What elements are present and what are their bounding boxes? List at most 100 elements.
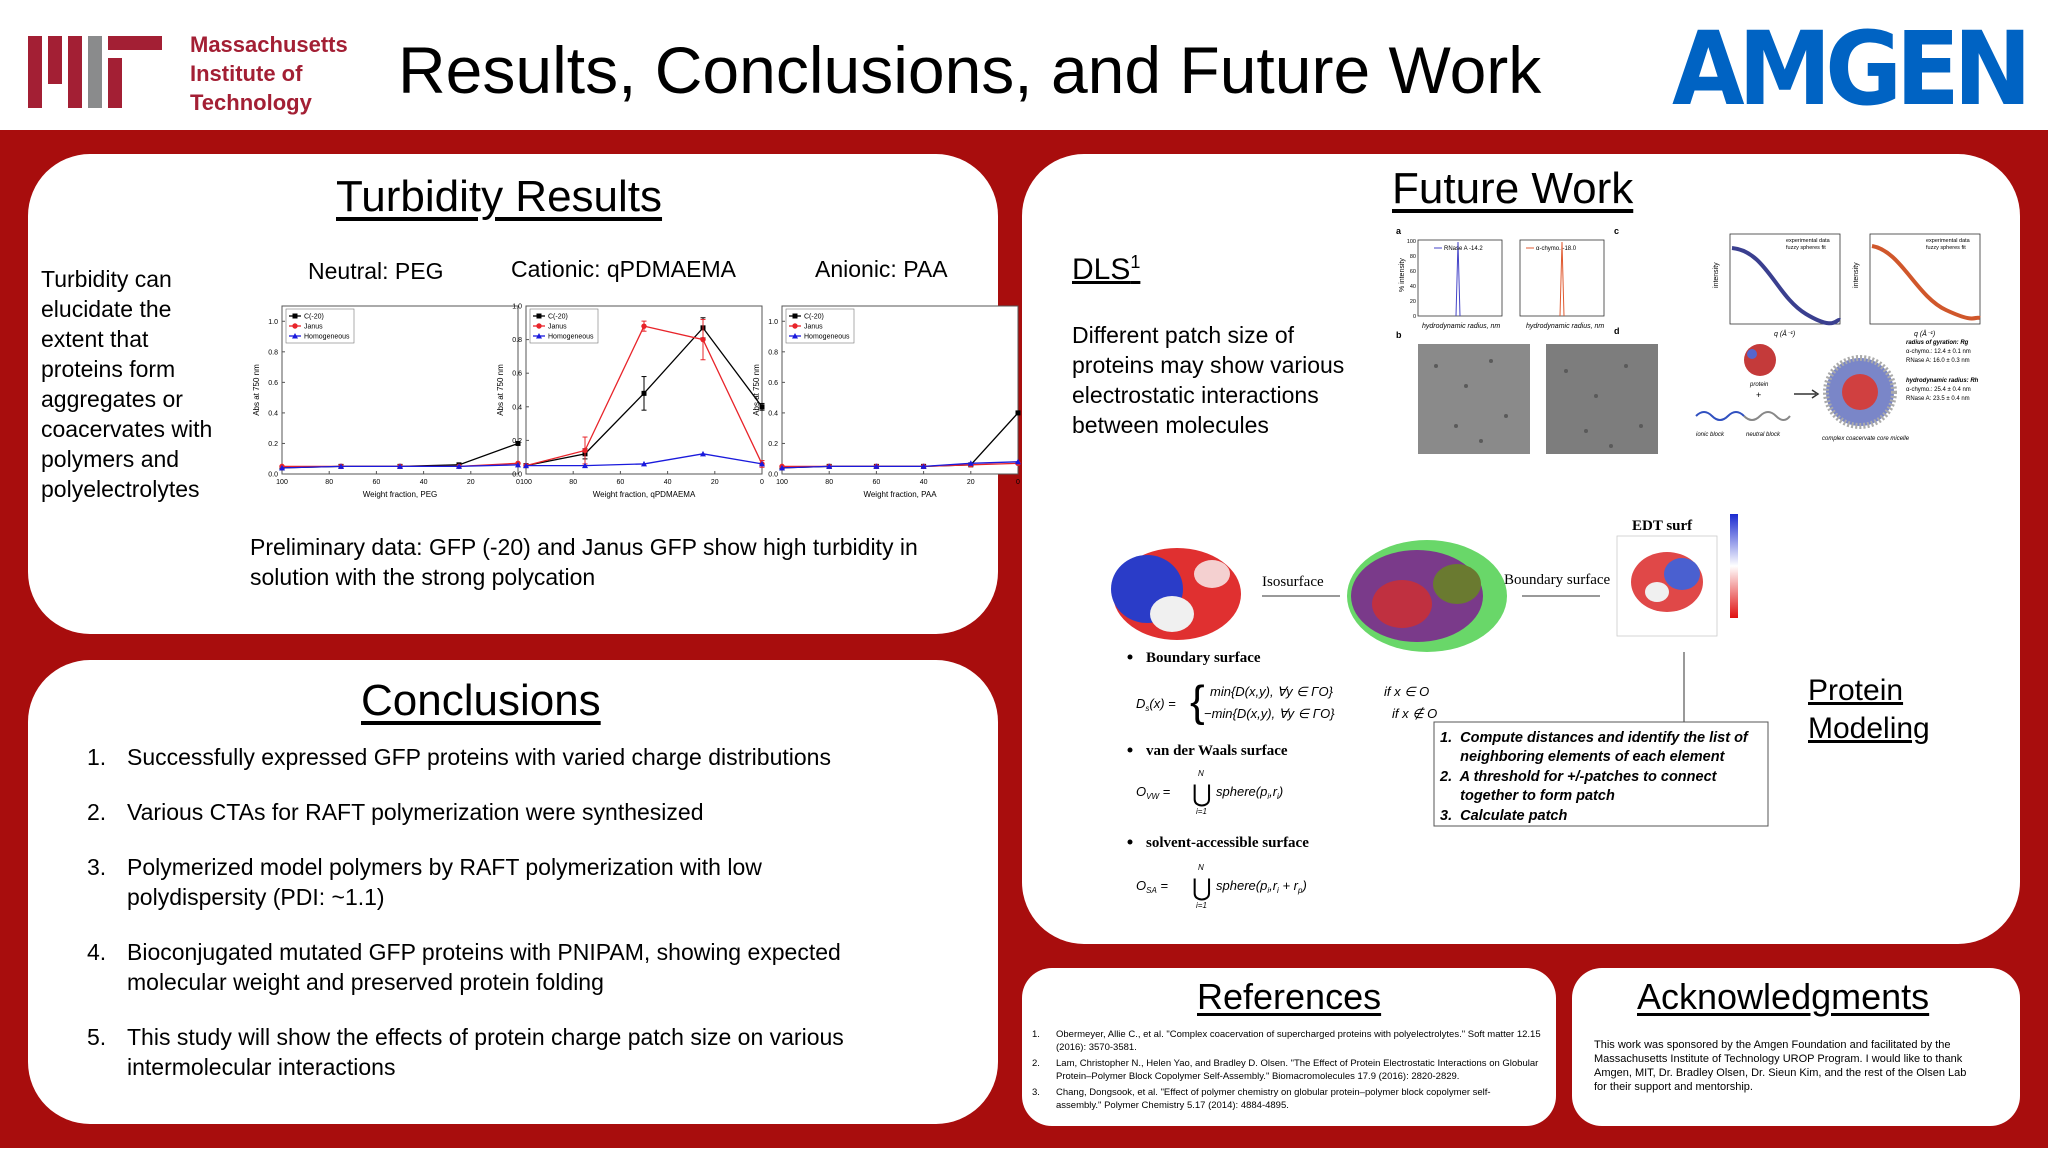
eq1-cond-top: if x ∈ O xyxy=(1384,684,1429,699)
x-tick-label: 20 xyxy=(967,479,975,486)
legend-label: Janus xyxy=(304,324,323,331)
tem-particles xyxy=(1434,359,1643,448)
x-tick-label: 20 xyxy=(711,479,719,486)
data-point xyxy=(779,464,785,471)
y-tick-label: 0.4 xyxy=(512,404,522,411)
conclusions-list: 1. Successfully expressed GFP proteins w… xyxy=(87,742,987,1107)
hist-yticks: 100 80 60 40 20 0 xyxy=(1407,239,1416,320)
legend-label: C(-20) xyxy=(804,314,824,321)
conclusion-number: 4. xyxy=(87,939,107,965)
conclusion-item: 1. Successfully expressed GFP proteins w… xyxy=(87,742,987,772)
hist-ytick: 80 xyxy=(1410,254,1416,260)
data-point xyxy=(536,323,542,329)
mit-logo xyxy=(28,36,162,108)
conclusion-item: 2. Various CTAs for RAFT polymerization … xyxy=(87,797,987,827)
modeling-step: 1. Compute distances and identify the li… xyxy=(1440,730,1750,746)
hist-xlabel: hydrodynamic radius, nm xyxy=(1422,323,1500,330)
saxs-plot-1: experimental data fuzzy spheres fit inte… xyxy=(1713,233,1841,338)
y-tick-label: 0.6 xyxy=(768,380,778,387)
y-axis-label: Abs at 750 nm xyxy=(252,364,261,416)
data-point xyxy=(523,462,529,469)
edt-surface-plot xyxy=(1616,514,1738,637)
hist-ytick: 100 xyxy=(1407,239,1416,245)
hist-ytick: 0 xyxy=(1413,314,1416,320)
hist-ytick: 20 xyxy=(1410,299,1416,305)
data-point xyxy=(873,463,880,469)
eq3-rhs: sphere(p xyxy=(1216,878,1267,893)
conclusions-panel: Conclusions 1. Successfully expressed GF… xyxy=(28,660,998,1124)
data-point xyxy=(582,447,588,454)
mit-wordmark-line: Institute of xyxy=(190,61,303,86)
bullet-vdw-surface: van der Waals surface xyxy=(1146,743,1288,759)
x-axis-label: Weight fraction, qPDMAEMA xyxy=(593,490,696,499)
data-point xyxy=(292,313,298,319)
data-point xyxy=(515,440,521,446)
chart-title-peg: Neutral: PEG xyxy=(308,258,444,284)
svg-text:⋃: ⋃ xyxy=(1192,781,1212,808)
data-point xyxy=(536,313,542,319)
data-point xyxy=(792,333,798,339)
rg-value: α-chymo.: 12.4 ± 0.1 nm xyxy=(1906,349,1971,355)
svg-text:N: N xyxy=(1198,769,1204,778)
hist-legend: RNase A -14.2 xyxy=(1444,246,1483,252)
mit-logo-bar xyxy=(108,58,122,108)
dls-histogram-rnase: % intensity 100 80 60 40 20 0 RNase A -1… xyxy=(1399,239,1503,330)
tem-image-2 xyxy=(1546,344,1658,454)
side-text-line: polymers and xyxy=(41,446,180,472)
side-text-line: polyelectrolytes xyxy=(41,476,200,502)
data-point xyxy=(338,463,344,469)
edt-surf-label: EDT surf xyxy=(1632,518,1693,534)
x-tick-label: 0 xyxy=(760,479,764,486)
reference-item: 3. Chang, Dongsook, et al. "Effect of po… xyxy=(1032,1086,1547,1112)
data-point xyxy=(292,323,298,329)
future-work-title: Future Work xyxy=(1392,164,1634,213)
reference-item: 2. Lam, Christopher N., Helen Yao, and B… xyxy=(1032,1057,1547,1083)
x-tick-label: 60 xyxy=(873,479,881,486)
future-work-panel: Future Work DLS1 Different patch size of… xyxy=(1022,154,2020,944)
bottom-border xyxy=(0,1148,2048,1152)
svg-text:sphere(pi,ri + rp): sphere(pi,ri + rp) xyxy=(1216,878,1307,895)
y-tick-label: 0.2 xyxy=(512,438,522,445)
equation-vdw: OVW = ⋃ N i=1 sphere(pi,ri) xyxy=(1136,769,1283,816)
dls-figure: a b c d % intensity 100 80 60 40 20 0 RN… xyxy=(1396,226,1981,454)
eq3-lhs: O xyxy=(1136,878,1146,893)
eq1-lhs: D xyxy=(1136,696,1145,711)
data-point xyxy=(582,462,588,469)
data-point xyxy=(641,390,647,396)
dls-panel-d-label: d xyxy=(1614,326,1620,336)
schematic-ionic-label: ionic block xyxy=(1696,432,1725,438)
conclusion-number: 2. xyxy=(87,799,107,825)
reference-line: Protein–Polymer Block Copolymer Self-Ass… xyxy=(1056,1071,1460,1082)
references-list: 1. Obermeyer, Allie C., et al. "Complex … xyxy=(1032,1028,1547,1115)
data-point xyxy=(700,336,706,343)
hist-ytick: 40 xyxy=(1410,284,1416,290)
turbidity-title: Turbidity Results xyxy=(336,172,663,221)
conclusion-text: Polymerized model polymers by RAFT polym… xyxy=(127,854,762,880)
x-tick-label: 80 xyxy=(325,479,333,486)
saxs-legend: fuzzy spheres fit xyxy=(1926,245,1966,251)
mit-logo-bar xyxy=(108,36,162,50)
data-point xyxy=(641,460,647,467)
protein-modeling-label: Protein Modeling xyxy=(1808,672,1930,748)
saxs-xlabel: q (Å⁻¹) xyxy=(1914,329,1935,338)
modeling-step: together to form patch xyxy=(1440,788,1615,804)
saxs-ylabel: intensity xyxy=(1853,262,1860,288)
conclusion-number: 3. xyxy=(87,854,107,880)
eq2-rhs: sphere(p xyxy=(1216,784,1267,799)
data-point xyxy=(759,460,765,467)
y-tick-label: 0.8 xyxy=(768,349,778,356)
reference-item: 1. Obermeyer, Allie C., et al. "Complex … xyxy=(1032,1028,1547,1054)
dls-heading: DLS1 xyxy=(1072,252,1140,287)
x-tick-label: 60 xyxy=(617,479,625,486)
svg-text:+: + xyxy=(1756,390,1761,400)
x-tick-label: 60 xyxy=(373,479,381,486)
hist-legend: α-chymo. -18.0 xyxy=(1536,246,1577,252)
mit-logo-bar xyxy=(28,36,42,108)
references-title: References xyxy=(1197,976,1382,1017)
hist-peak-chymo xyxy=(1559,241,1565,317)
references-panel: References 1. Obermeyer, Allie C., et al… xyxy=(1022,968,1556,1126)
legend-label: C(-20) xyxy=(304,314,324,321)
dls-panel-a-label: a xyxy=(1396,226,1402,236)
y-axis-label: Abs at 750 nm xyxy=(752,364,761,416)
dls-text-line: Different patch size of xyxy=(1072,322,1295,348)
